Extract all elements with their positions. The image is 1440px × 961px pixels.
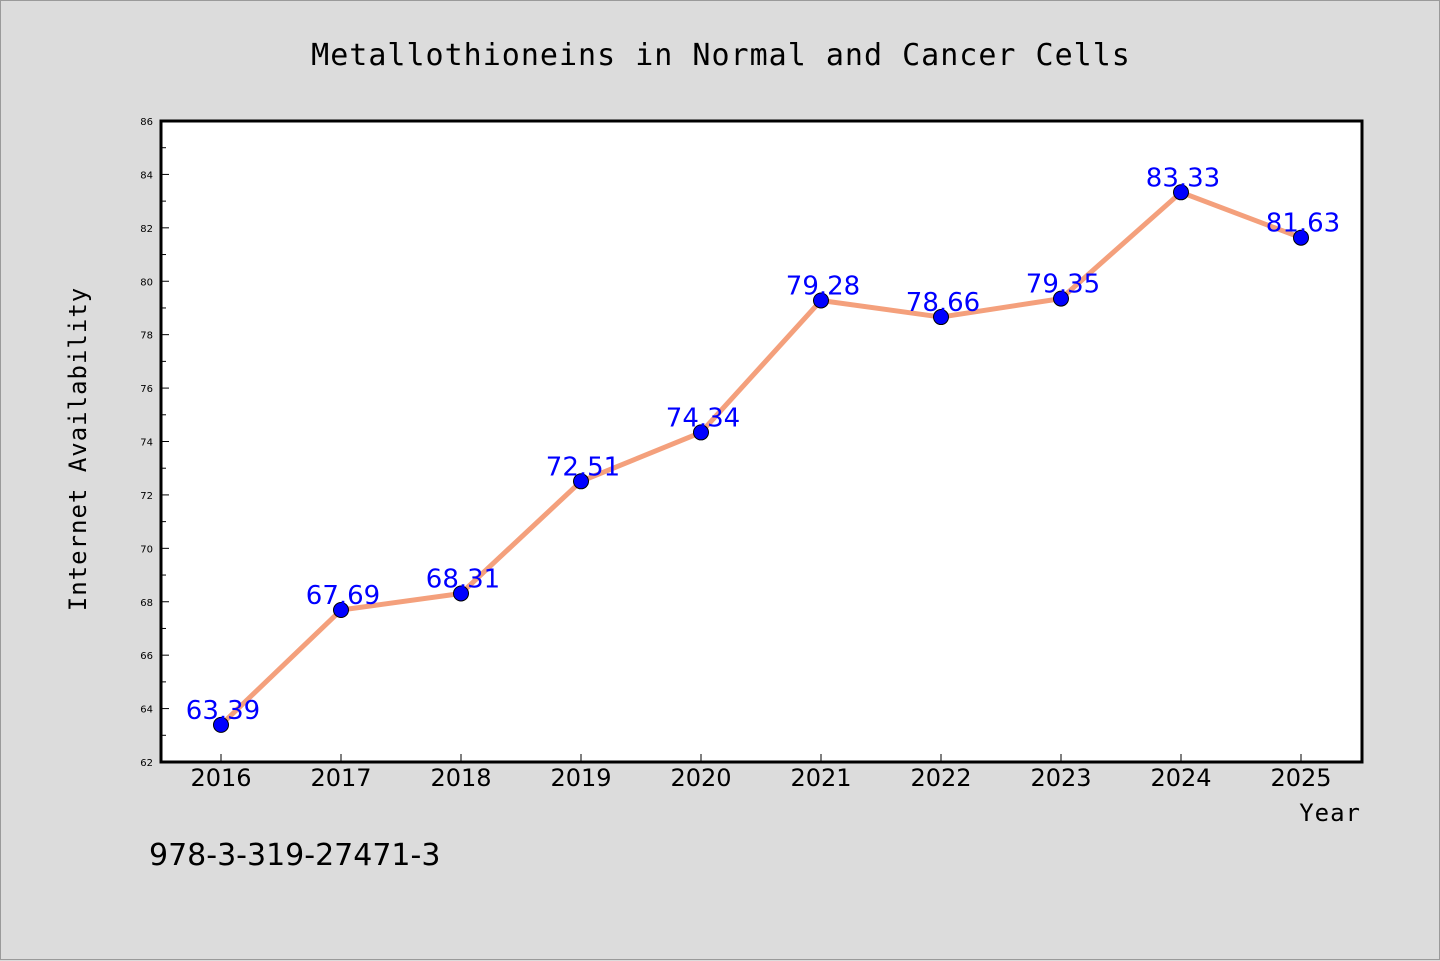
y-tick-label: 78 bbox=[140, 331, 153, 342]
y-tick-label: 66 bbox=[140, 651, 153, 662]
data-point-marker bbox=[1173, 184, 1189, 201]
x-tick-label: 2024 bbox=[1150, 764, 1211, 792]
data-point-marker bbox=[693, 424, 709, 441]
x-tick-label: 2020 bbox=[670, 764, 731, 792]
data-label: 74.34 bbox=[666, 403, 740, 433]
x-tick-label: 2023 bbox=[1030, 764, 1091, 792]
plot-border bbox=[159, 119, 1364, 764]
data-label: 67.69 bbox=[306, 581, 380, 611]
x-tick-label: 2018 bbox=[430, 764, 491, 792]
y-tick-label: 80 bbox=[140, 277, 153, 288]
data-label: 68.31 bbox=[426, 564, 500, 594]
y-tick-label: 62 bbox=[140, 758, 153, 769]
x-tick-label: 2022 bbox=[910, 764, 971, 792]
y-tick-label: 64 bbox=[140, 705, 153, 716]
y-axis-ticks: 62 64 66 68 70 72 74 76 78 80 82 84 86 bbox=[140, 117, 169, 769]
plot-area bbox=[161, 121, 1362, 762]
data-label: 72.51 bbox=[546, 452, 620, 482]
y-tick-label: 84 bbox=[140, 170, 153, 181]
x-tick-label: 2025 bbox=[1270, 764, 1331, 792]
y-tick-label: 72 bbox=[140, 491, 153, 502]
data-point-marker bbox=[333, 602, 349, 619]
data-point-marker bbox=[1293, 229, 1309, 246]
y-tick-label: 74 bbox=[140, 438, 153, 449]
chart-title: Metallothioneins in Normal and Cancer Ce… bbox=[311, 38, 1131, 73]
y-tick-label: 70 bbox=[140, 544, 153, 555]
y-tick-label: 76 bbox=[140, 384, 153, 395]
data-label: 79.28 bbox=[786, 271, 860, 301]
data-point-marker bbox=[573, 473, 589, 490]
y-tick-label: 86 bbox=[140, 117, 153, 128]
data-label: 78.66 bbox=[906, 288, 980, 318]
x-tick-label: 2019 bbox=[550, 764, 611, 792]
x-tick-label: 2017 bbox=[310, 764, 371, 792]
x-tick-label: 2016 bbox=[190, 764, 251, 792]
data-label: 83.33 bbox=[1146, 163, 1220, 193]
y-axis-title: Internet Availability bbox=[64, 287, 92, 611]
y-tick-label: 82 bbox=[140, 224, 153, 235]
data-label: 79.35 bbox=[1026, 270, 1100, 300]
data-point-marker bbox=[213, 716, 229, 733]
x-tick-label: 2021 bbox=[790, 764, 851, 792]
data-label: 81.63 bbox=[1266, 209, 1340, 239]
data-point-marker bbox=[1053, 290, 1069, 307]
data-point-marker bbox=[933, 309, 949, 326]
series-group: 63.39 67.69 68.31 72.51 74.34 79.28 78.66 79.35… bbox=[186, 163, 1340, 733]
data-label: 63.39 bbox=[186, 696, 260, 726]
isbn-text: 978-3-319-27471-3 bbox=[149, 838, 440, 873]
y-tick-label: 68 bbox=[140, 598, 153, 609]
series-line bbox=[218, 189, 1304, 728]
data-point-marker bbox=[453, 585, 469, 602]
x-axis-ticks: 2016 2017 2018 2019 2020 2021 2022 2023 2024 2025 bbox=[190, 754, 1332, 792]
data-point-marker bbox=[813, 292, 829, 309]
x-axis-title: Year bbox=[1299, 799, 1361, 827]
